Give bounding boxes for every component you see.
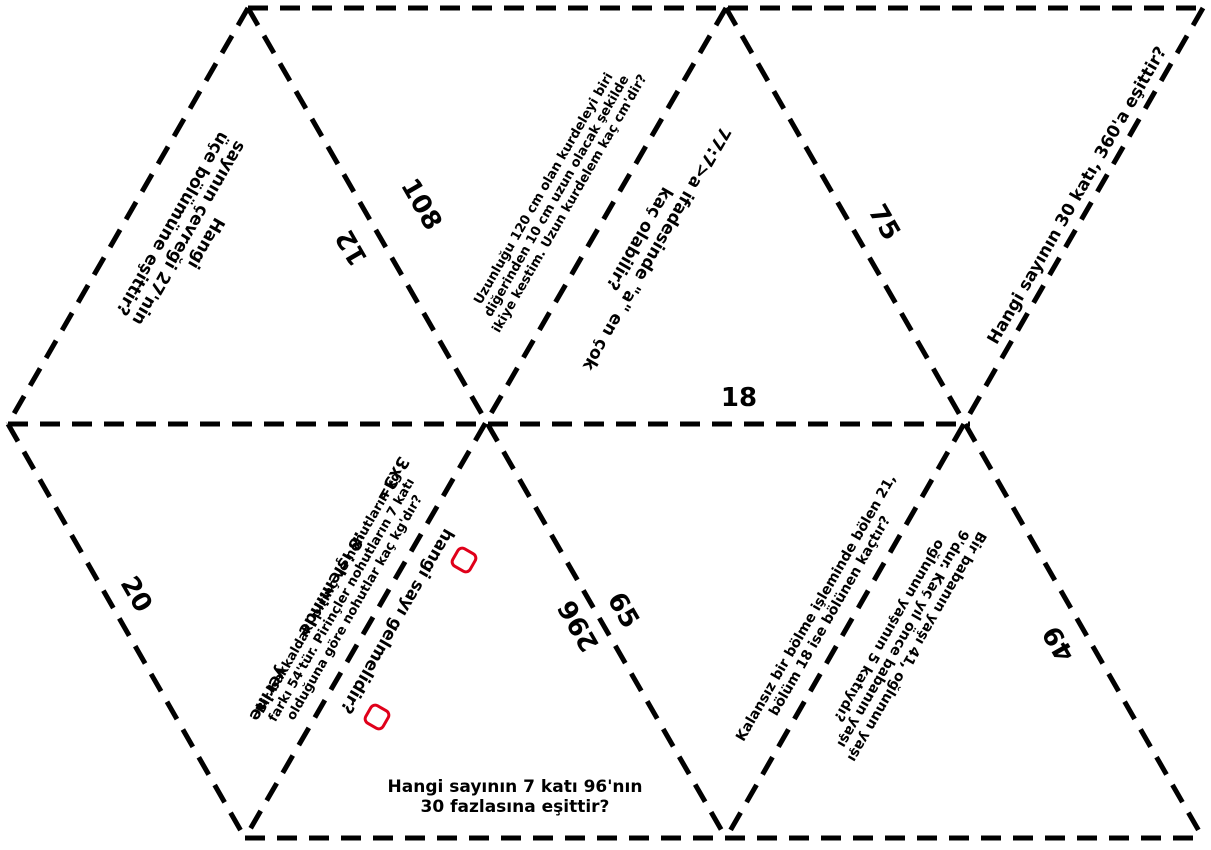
question-96-line-2: 30 fazlasına eşittir? xyxy=(420,796,610,817)
answer-box-gap xyxy=(360,503,373,526)
answer-box-1 xyxy=(450,546,478,574)
number-18: 18 xyxy=(720,383,758,413)
left-upper-edge xyxy=(5,6,251,426)
answer-box-2 xyxy=(363,703,391,731)
question-96-line-1: Hangi sayının 7 katı 96'nın xyxy=(387,777,643,797)
left-lower-edge xyxy=(5,422,248,840)
question-96-text: Hangi sayının 7 katı 96'nın 30 fazlasına… xyxy=(330,777,700,824)
